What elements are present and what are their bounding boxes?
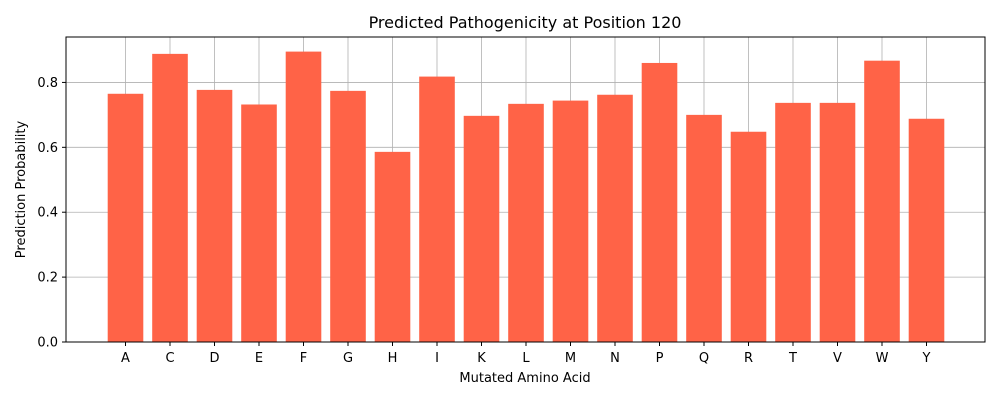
bar-Y: [908, 118, 945, 342]
x-tick-label: Y: [922, 351, 931, 366]
bar-P: [641, 62, 678, 342]
bar-T: [775, 102, 811, 342]
x-tick-label: I: [435, 351, 439, 366]
bar-E: [241, 104, 277, 342]
x-tick-label: W: [876, 351, 889, 366]
x-tick-label: D: [209, 351, 219, 366]
x-tick-label: L: [522, 351, 530, 366]
x-tick-label: V: [833, 351, 842, 366]
x-tick-label: R: [744, 351, 753, 366]
x-tick-label: H: [388, 351, 398, 366]
bar-Q: [686, 114, 722, 342]
y-axis-title: Prediction Probability: [14, 120, 29, 258]
bar-L: [508, 103, 544, 342]
bar-W: [864, 60, 900, 343]
x-tick-label: G: [343, 351, 353, 366]
x-tick-label: M: [565, 351, 576, 366]
bar-C: [152, 53, 188, 342]
bar-G: [330, 90, 366, 343]
bar-V: [819, 102, 856, 342]
bar-D: [196, 89, 233, 342]
x-tick-label: E: [255, 351, 263, 366]
bars: [107, 51, 945, 343]
y-tick-label: 0.2: [37, 271, 58, 286]
bar-M: [552, 100, 589, 343]
bar-A: [107, 93, 144, 342]
bar-N: [597, 94, 633, 343]
x-axis-title: Mutated Amino Acid: [459, 371, 590, 386]
bar-K: [463, 115, 500, 343]
bar-R: [730, 131, 767, 342]
x-tick-label: N: [610, 351, 620, 366]
x-tick-label: Q: [699, 351, 709, 366]
x-tick-label: C: [165, 351, 174, 366]
y-tick-label: 0.0: [37, 336, 58, 351]
bar-I: [419, 76, 455, 342]
x-tick-label: K: [477, 351, 486, 366]
x-tick-label: A: [121, 351, 130, 366]
x-tick-label: T: [788, 351, 797, 366]
chart-title: Predicted Pathogenicity at Position 120: [369, 13, 682, 32]
x-tick-label: P: [656, 351, 664, 366]
bar-F: [285, 51, 322, 342]
bar-H: [374, 151, 411, 342]
y-axis-ticks: 0.0 0.2 0.4 0.6 0.8: [37, 76, 66, 351]
y-tick-label: 0.4: [37, 206, 58, 221]
y-tick-label: 0.8: [37, 76, 58, 91]
y-tick-label: 0.6: [37, 141, 58, 156]
x-tick-label: F: [300, 351, 307, 366]
